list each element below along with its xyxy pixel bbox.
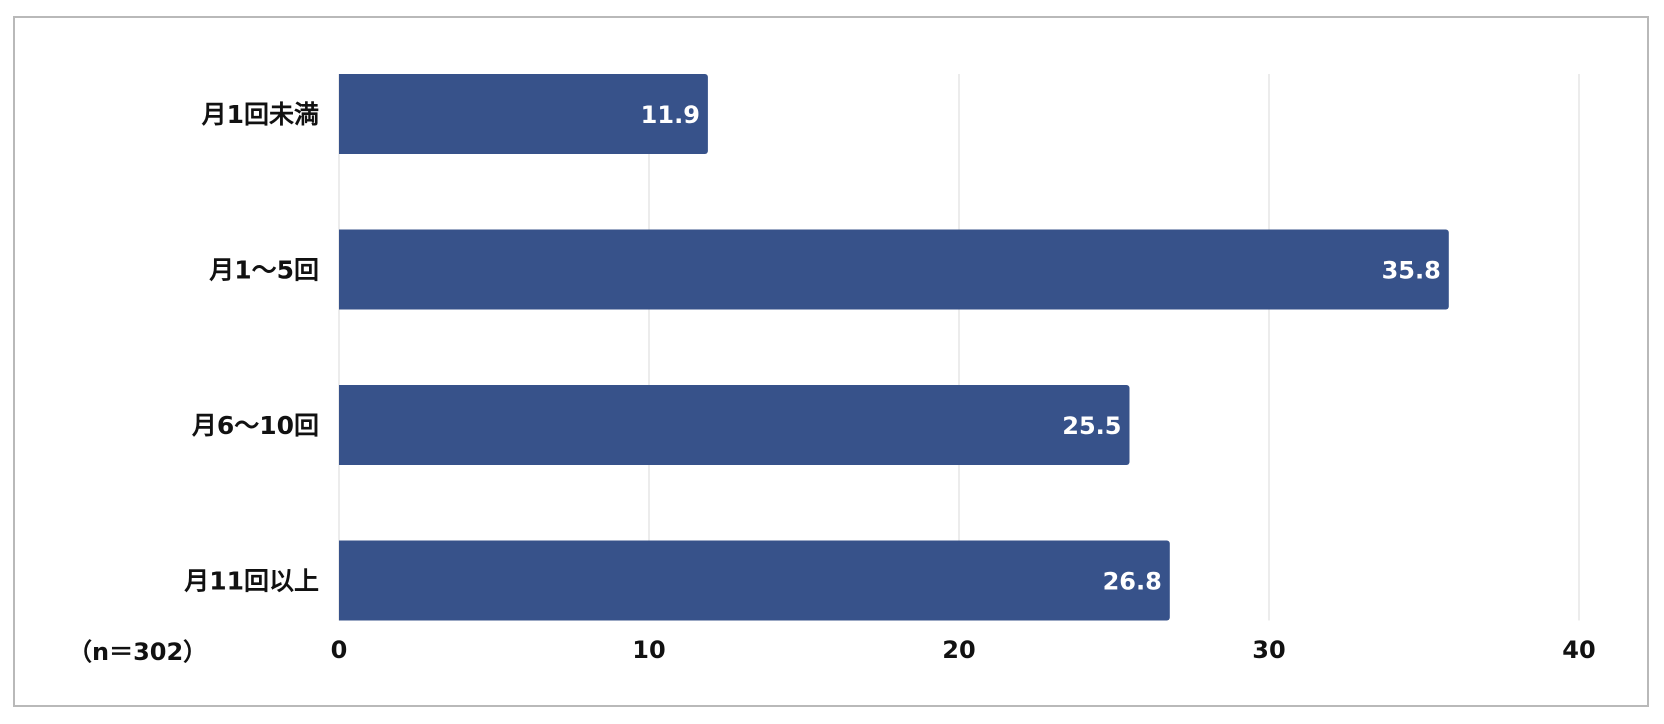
data-label: 35.8	[1382, 257, 1441, 285]
bar-2	[339, 229, 1449, 310]
bars	[339, 74, 1449, 621]
category-label: 月1回未満	[201, 100, 319, 129]
x-tick-label: 10	[632, 636, 665, 664]
sample-size-note: （n＝302）	[68, 638, 207, 666]
category-label: 月11回以上	[183, 567, 319, 596]
bar-4	[339, 540, 1170, 621]
data-label: 26.8	[1103, 568, 1162, 596]
labels: 0 10 20 30 40 月1回未満 11.9 月1〜5回 35.8 月6〜10回 25.5 月11…	[183, 100, 1596, 664]
data-label: 25.5	[1062, 412, 1121, 440]
bar-3-edge	[339, 385, 345, 465]
bar-1-edge	[339, 74, 345, 154]
bar-3	[339, 385, 1130, 465]
gridlines	[338, 74, 1580, 621]
bar-1	[339, 74, 708, 154]
category-label: 月1〜5回	[208, 256, 319, 285]
x-tick-label: 40	[1562, 636, 1595, 664]
category-label: 月6〜10回	[191, 411, 319, 440]
x-tick-label: 30	[1252, 636, 1285, 664]
x-tick-label: 20	[942, 636, 975, 664]
bar-4-edge	[339, 540, 345, 621]
data-label: 11.9	[641, 101, 700, 129]
bar-2-edge	[339, 229, 345, 310]
x-tick-label: 0	[331, 636, 348, 664]
